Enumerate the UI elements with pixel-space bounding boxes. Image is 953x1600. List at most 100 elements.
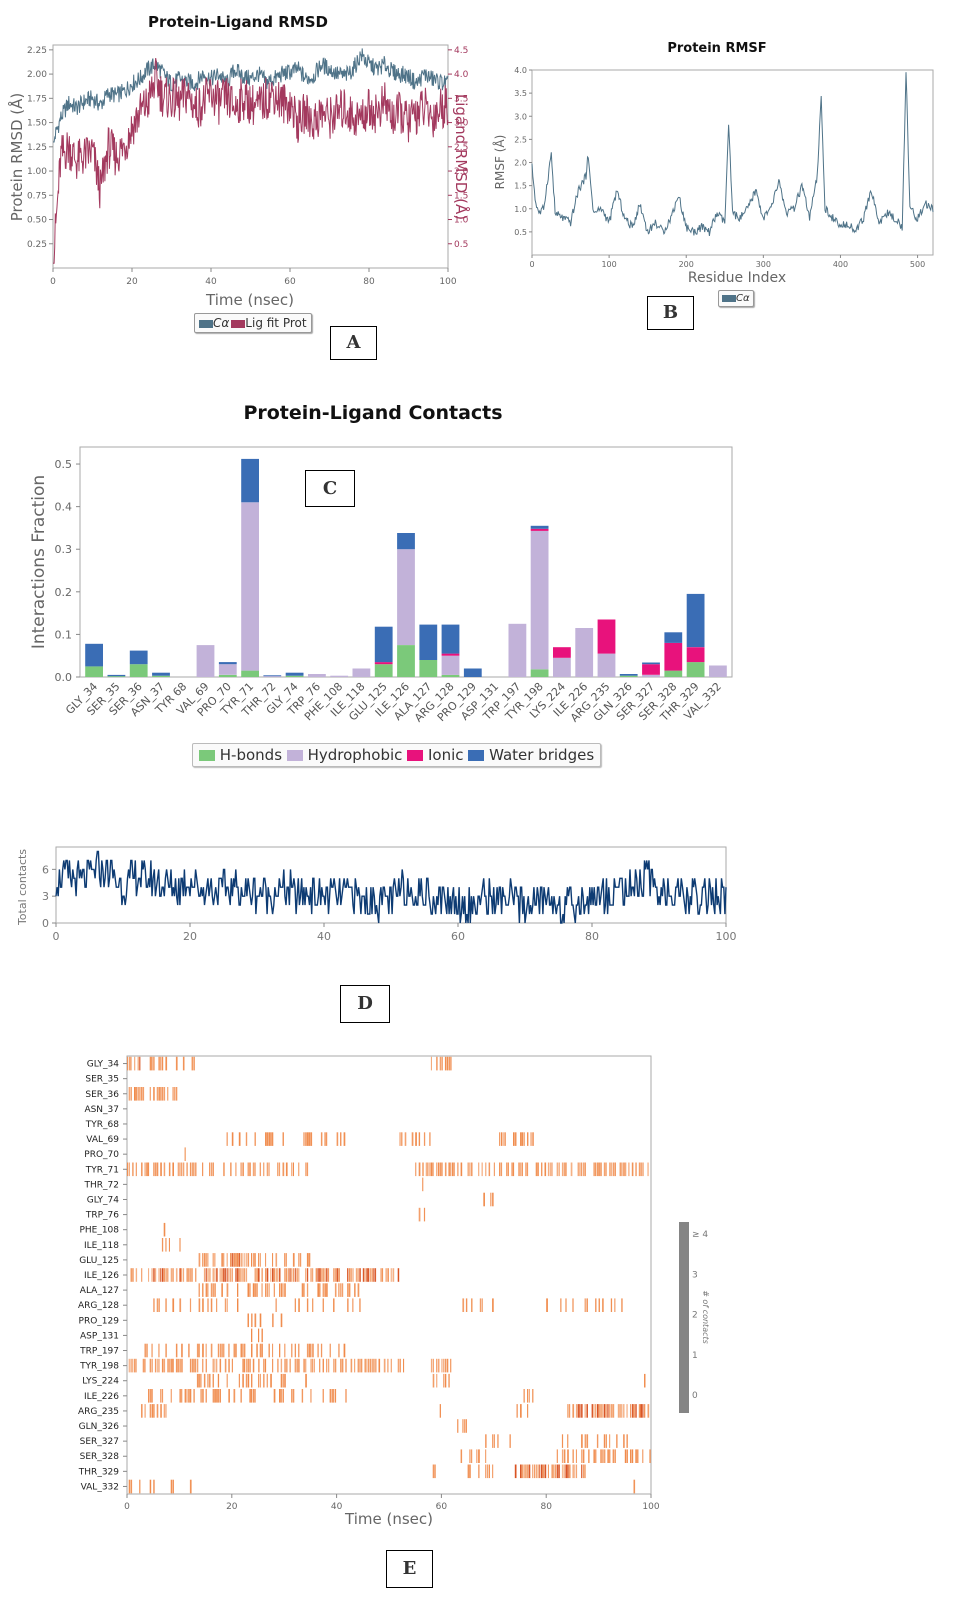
timeline-contact-cell — [216, 1298, 218, 1312]
timeline-contact-cell — [642, 1162, 644, 1177]
timeline-contact-cell — [130, 1056, 132, 1071]
contacts-bar-hydrophobic — [597, 653, 616, 677]
timeline-contact-cell — [610, 1162, 612, 1177]
timeline-contact-cell — [609, 1162, 611, 1177]
timeline-contact-cell — [320, 1132, 323, 1146]
timeline-contact-cell — [212, 1389, 215, 1403]
timeline-contact-cell — [242, 1253, 244, 1267]
timeline-contact-cell — [306, 1253, 309, 1267]
timeline-contact-cell — [141, 1087, 143, 1101]
timeline-row-label: ARG_235 — [78, 1407, 119, 1417]
rmsf-ytick-label: 0.5 — [514, 228, 527, 237]
timeline-contact-cell — [471, 1449, 473, 1463]
timeline-contact-cell — [242, 1162, 244, 1177]
legend-label-rmsf: Cα — [736, 293, 750, 304]
timeline-contact-cell — [504, 1132, 506, 1146]
timeline-contact-cell — [390, 1358, 392, 1373]
timeline-contact-cell — [596, 1434, 599, 1448]
timeline-contact-cell — [403, 1358, 405, 1373]
timeline-contact-cell — [189, 1162, 192, 1177]
timeline-contact-cell — [520, 1162, 522, 1177]
timeline-contact-cell — [329, 1343, 331, 1358]
timeline-contact-cell — [532, 1132, 534, 1146]
contacts-bar-hydrophobic — [241, 502, 259, 671]
timeline-contact-cell — [375, 1268, 377, 1282]
rmsd-xtick-label: 40 — [205, 277, 217, 287]
timeline-contact-cell — [244, 1343, 246, 1358]
timeline-contact-cell — [153, 1404, 155, 1418]
timeline-contact-cell — [245, 1132, 248, 1146]
timeline-xtick-label: 60 — [436, 1502, 448, 1512]
timeline-contact-cell — [357, 1268, 359, 1282]
timeline-contact-cell — [415, 1132, 417, 1146]
timeline-contact-cell — [313, 1358, 315, 1373]
timeline-contact-cell — [609, 1404, 611, 1418]
timeline-contact-cell — [148, 1162, 150, 1177]
timeline-contact-cell — [500, 1132, 502, 1146]
timeline-contact-cell — [595, 1404, 597, 1418]
timeline-contact-cell — [298, 1268, 300, 1282]
timeline-contact-cell — [263, 1162, 265, 1177]
timeline-colorbar-label: # of contacts — [701, 1290, 710, 1344]
contacts-ytick-label: 0.0 — [55, 671, 73, 684]
contacts-bar-water — [686, 593, 705, 648]
timeline-contact-cell — [513, 1162, 515, 1177]
timeline-contact-cell — [160, 1404, 162, 1418]
timeline-contact-cell — [430, 1358, 433, 1373]
timeline-contact-cell — [364, 1268, 366, 1282]
timeline-contact-cell — [642, 1404, 644, 1418]
timeline-contact-cell — [240, 1389, 242, 1403]
legend-swatch-rmsf — [722, 294, 736, 302]
timeline-contact-cell — [341, 1283, 344, 1297]
timeline-contact-cell — [584, 1434, 586, 1448]
timeline-contact-cell — [181, 1343, 183, 1358]
timeline-contact-cell — [134, 1087, 136, 1101]
timeline-contact-cell — [233, 1253, 235, 1267]
timeline-contact-cell — [310, 1343, 312, 1358]
timeline-contact-cell — [184, 1389, 186, 1403]
timeline-contact-cell — [306, 1283, 309, 1297]
timeline-contact-cell — [383, 1358, 386, 1373]
timeline-contact-cell — [242, 1373, 244, 1388]
timeline-contact-cell — [340, 1358, 342, 1373]
timeline-xtick-label: 40 — [331, 1502, 343, 1512]
timeline-contact-cell — [247, 1313, 249, 1328]
timeline-contact-cell — [212, 1283, 214, 1297]
timeline-contact-cell — [312, 1298, 314, 1312]
contacts-bar-water — [107, 674, 126, 677]
timeline-contact-cell — [196, 1343, 199, 1358]
timeline-contact-cell — [523, 1464, 526, 1479]
panel-label-a: A — [330, 326, 377, 360]
timeline-contact-cell — [156, 1087, 159, 1101]
timeline-contact-cell — [221, 1343, 223, 1358]
timeline-contact-cell — [252, 1389, 255, 1403]
timeline-contact-cell — [189, 1479, 192, 1494]
contacts-ytick-label: 0.4 — [55, 501, 73, 514]
timeline-contact-cell — [195, 1268, 197, 1282]
timeline-contact-cell — [149, 1087, 151, 1101]
timeline-contact-cell — [444, 1162, 447, 1177]
rmsf-xtick-label: 400 — [833, 260, 848, 269]
rmsf-xtick-label: 500 — [910, 260, 925, 269]
timeline-contact-cell — [156, 1404, 159, 1418]
timeline-contact-cell — [488, 1162, 491, 1177]
timeline-contact-cell — [247, 1253, 250, 1267]
timeline-contact-cell — [340, 1132, 342, 1146]
timeline-contact-cell — [210, 1283, 213, 1297]
timeline-contact-cell — [422, 1162, 424, 1177]
timeline-contact-cell — [600, 1404, 602, 1418]
timeline-contact-cell — [499, 1162, 501, 1177]
contacts-bar-hydrophobic — [553, 657, 571, 677]
timeline-contact-cell — [635, 1449, 637, 1463]
timeline-contact-cell — [282, 1162, 285, 1177]
timeline-contact-cell — [490, 1192, 492, 1207]
timeline-contact-cell — [214, 1389, 216, 1403]
timeline-contact-cell — [254, 1268, 257, 1282]
timeline-contact-cell — [161, 1268, 164, 1282]
timeline-contact-cell — [506, 1162, 508, 1177]
timeline-contact-cell — [436, 1056, 438, 1071]
timeline-contact-cell — [160, 1087, 162, 1101]
timeline-contact-cell — [210, 1162, 213, 1177]
rmsd-plot-frame — [52, 44, 449, 269]
timeline-contact-cell — [598, 1404, 601, 1418]
